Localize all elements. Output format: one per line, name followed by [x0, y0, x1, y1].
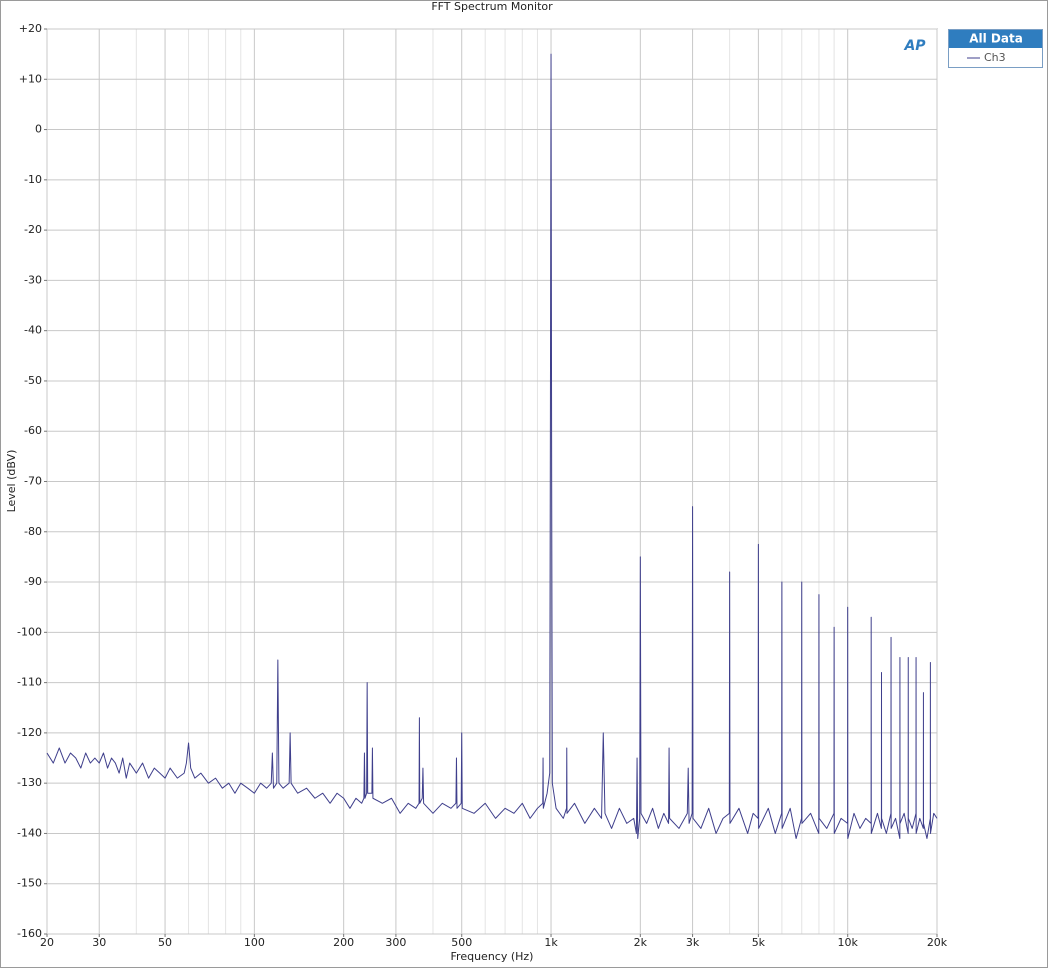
chart-title: FFT Spectrum Monitor: [431, 0, 553, 13]
x-tick-label: 20: [40, 936, 54, 949]
y-tick-label: -50: [24, 374, 42, 387]
legend-title[interactable]: All Data: [969, 32, 1023, 46]
logo: AP: [903, 38, 926, 54]
legend-header[interactable]: [949, 30, 1042, 48]
series-line: [46, 53, 938, 839]
y-tick-label: +10: [19, 72, 42, 85]
y-tick-label: -140: [17, 826, 42, 839]
x-tick-label: 200: [333, 936, 354, 949]
y-tick-label: -60: [24, 424, 42, 437]
y-tick-label: -20: [24, 223, 42, 236]
x-tick-label: 1k: [544, 936, 558, 949]
x-tick-label: 300: [385, 936, 406, 949]
x-tick-label: 100: [244, 936, 265, 949]
y-tick-label: -10: [24, 173, 42, 186]
x-tick-label: 5k: [752, 936, 766, 949]
y-tick-label: -30: [24, 273, 42, 286]
y-axis-label: Level (dBV): [5, 450, 18, 513]
x-tick-label: 30: [92, 936, 106, 949]
y-tick-label: 0: [35, 123, 42, 136]
y-tick-label: -150: [17, 877, 42, 890]
y-tick-label: -110: [17, 676, 42, 689]
y-tick-label: -90: [24, 575, 42, 588]
x-tick-label: 20k: [927, 936, 948, 949]
legend-entry[interactable]: Ch3: [984, 51, 1006, 64]
y-tick-label: -70: [24, 475, 42, 488]
x-tick-label: 10k: [838, 936, 859, 949]
x-tick-label: 2k: [634, 936, 648, 949]
y-tick-label: -40: [24, 324, 42, 337]
x-tick-label: 50: [158, 936, 172, 949]
y-tick-label: +20: [19, 22, 42, 35]
y-tick-label: -100: [17, 625, 42, 638]
x-tick-label: 500: [451, 936, 472, 949]
y-tick-label: -130: [17, 776, 42, 789]
series-group: [46, 53, 938, 839]
x-tick-label: 3k: [686, 936, 700, 949]
x-axis-label: Frequency (Hz): [451, 950, 534, 963]
y-tick-label: -80: [24, 525, 42, 538]
y-tick-label: -120: [17, 726, 42, 739]
y-tick-label: -160: [17, 927, 42, 940]
